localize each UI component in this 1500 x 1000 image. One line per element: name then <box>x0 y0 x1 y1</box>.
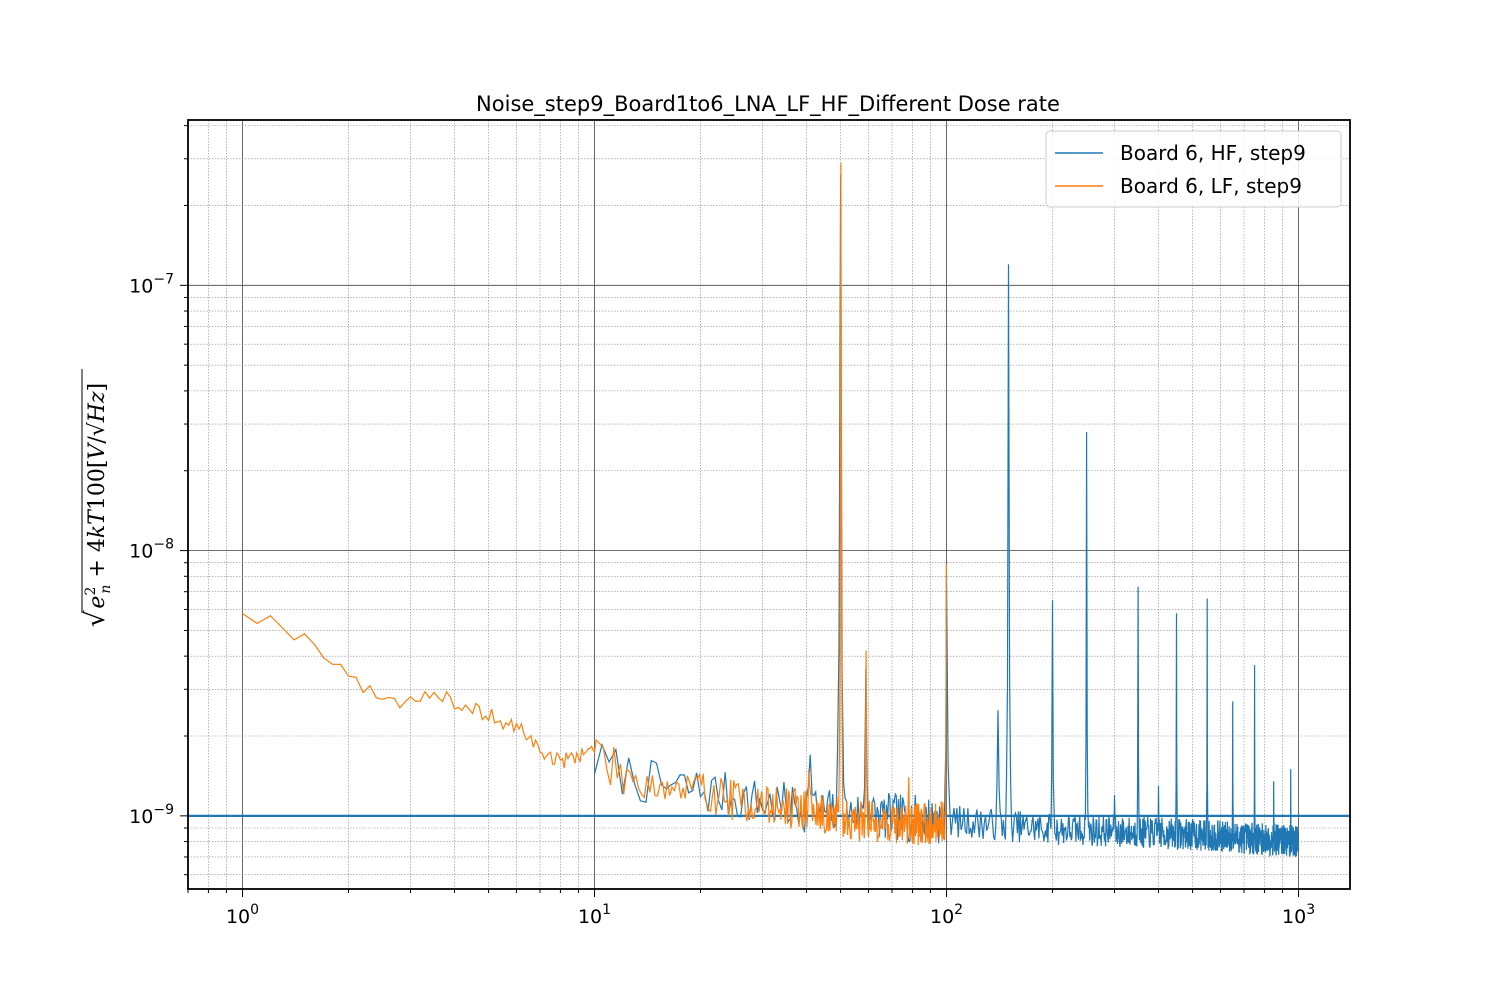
y-tick-label: 10−7 <box>129 271 174 297</box>
x-tick-label: 100 <box>226 902 259 928</box>
y-tick-label: 10−9 <box>129 802 174 828</box>
y-axis-label-text: √e2n + 4kT100[V/√Hz] <box>81 383 114 627</box>
y-tick-label: 10−8 <box>129 537 174 563</box>
x-tick-label: 103 <box>1282 902 1315 928</box>
chart-title: Noise_step9_Board1to6_LNA_LF_HF_Differen… <box>476 92 1060 117</box>
axis-ticks: 100 101 102 103 10−9 10−8 10−7 <box>129 125 1315 928</box>
y-axis-label: √e2n + 4kT100[V/√Hz] <box>81 369 114 627</box>
legend-label: Board 6, HF, step9 <box>1120 141 1306 165</box>
legend-box <box>1045 130 1342 208</box>
plot-frame <box>187 119 1351 890</box>
x-tick-label: 101 <box>578 902 611 928</box>
legend: Board 6, HF, step9 Board 6, LF, step9 <box>1045 130 1342 208</box>
x-tick-label: 102 <box>930 902 963 928</box>
series-layer <box>242 162 1300 858</box>
legend-label: Board 6, LF, step9 <box>1120 174 1302 198</box>
series-line-lf-step9 <box>242 162 947 846</box>
